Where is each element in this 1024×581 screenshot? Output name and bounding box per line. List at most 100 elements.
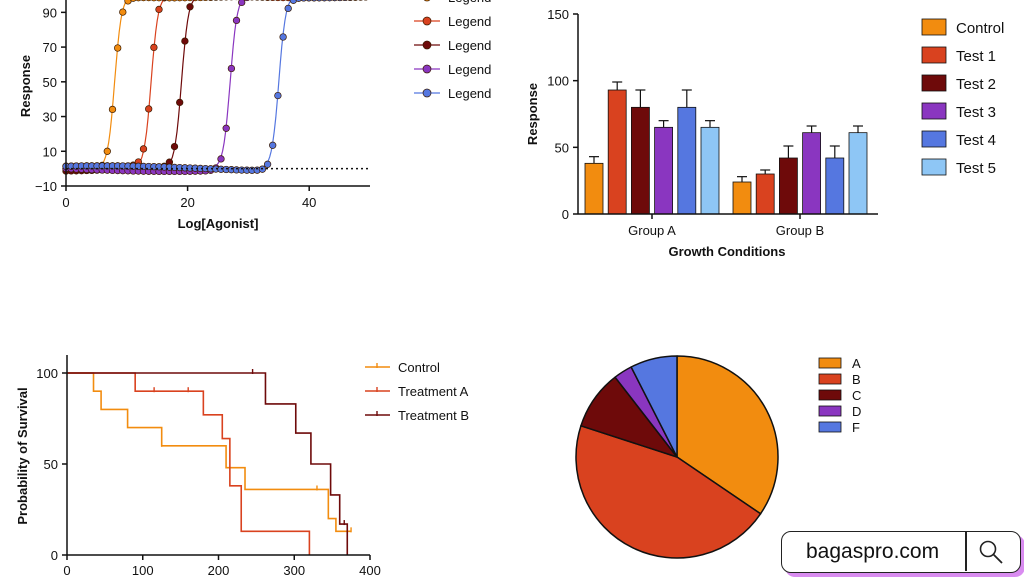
c1-point-1 — [151, 44, 158, 51]
c1-legend-marker — [423, 89, 431, 97]
c1-point-0 — [135, 0, 142, 1]
c1-point-0 — [145, 0, 152, 1]
c1-point-3 — [228, 65, 235, 72]
c2-legend-swatch — [922, 159, 946, 175]
c1-y-tick-label: 10 — [43, 144, 57, 159]
c2-legend-label: Test 5 — [956, 160, 996, 177]
c3-x-tick-label: 200 — [208, 563, 230, 576]
c1-legend-label: Legend — [448, 0, 491, 5]
c1-point-0 — [151, 0, 158, 1]
c2-bar — [608, 90, 626, 214]
c1-x-label: Log[Agonist] — [178, 216, 259, 231]
c3-legend: Control Treatment A Treatment B — [365, 360, 469, 423]
c1-point-4 — [347, 0, 354, 1]
c4-legend-label: F — [852, 420, 860, 435]
c1-x-tick-label: 20 — [180, 195, 194, 210]
search-watermark-box[interactable]: bagaspro.com — [781, 531, 1021, 573]
c3-legend-label: Treatment B — [398, 408, 469, 423]
c2-legend-label: Test 2 — [956, 76, 996, 93]
c2-legend-swatch — [922, 19, 946, 35]
c2-y-tick-label: 100 — [547, 74, 569, 89]
c2-legend: Control Test 1 Test 2 Test 3 Test 4 Test 5 — [922, 19, 1004, 177]
c2-bar — [585, 163, 603, 214]
c1-legend-marker — [423, 41, 431, 49]
c3-x-tick-label: 0 — [63, 563, 70, 576]
dose-response-series — [63, 0, 370, 175]
c1-point-4 — [269, 142, 276, 149]
c1-legend-label: Legend — [448, 38, 491, 53]
c2-x-label: Growth Conditions — [669, 244, 786, 259]
c3-x-tick-label: 100 — [132, 563, 154, 576]
c1-point-4 — [300, 0, 307, 1]
c3-x-tick-label: 400 — [359, 563, 381, 576]
c2-legend-label: Control — [956, 20, 1004, 37]
c1-point-4 — [316, 0, 323, 1]
c2-bar — [803, 133, 821, 214]
c1-point-4 — [326, 0, 333, 1]
c1-point-0 — [140, 0, 147, 1]
c1-point-4 — [331, 0, 338, 1]
c3-survival-line-0 — [67, 373, 351, 531]
c1-legend-label: Legend — [448, 86, 491, 101]
c1-y-tick-label: 30 — [43, 110, 57, 125]
c1-legend-marker — [423, 0, 431, 1]
c1-point-1 — [280, 0, 287, 1]
c1-point-0 — [114, 45, 121, 52]
c4-legend-label: B — [852, 372, 861, 387]
c1-point-4 — [280, 34, 287, 41]
c1-x-tick-label: 40 — [302, 195, 316, 210]
c2-legend-label: Test 3 — [956, 104, 996, 121]
c1-point-4 — [290, 0, 297, 4]
c1-point-4 — [321, 0, 328, 1]
c1-point-0 — [125, 0, 132, 4]
c2-bar — [779, 158, 797, 214]
c1-point-0 — [207, 0, 214, 1]
c1-point-2 — [176, 99, 183, 106]
c3-legend-label: Treatment A — [398, 384, 469, 399]
c4-legend-swatch — [819, 358, 841, 368]
c1-y-tick-label: −10 — [35, 179, 57, 194]
c2-legend-swatch — [922, 47, 946, 63]
c3-survival-line-2 — [67, 373, 347, 555]
c2-legend-label: Test 4 — [956, 132, 996, 149]
c4-legend-label: A — [852, 356, 861, 371]
c4-legend-swatch — [819, 422, 841, 432]
c1-y-tick-label: 50 — [43, 75, 57, 90]
c1-legend-label: Legend — [448, 14, 491, 29]
c1-point-4 — [311, 0, 318, 1]
c1-y-tick-label: 70 — [43, 40, 57, 55]
c1-legend-label: Legend — [448, 62, 491, 77]
c1-point-0 — [182, 0, 189, 1]
c2-bar — [756, 174, 774, 214]
c2-bar — [849, 133, 867, 214]
c1-series-line-1 — [66, 0, 370, 169]
c2-bar — [631, 107, 649, 214]
c4-legend-label: C — [852, 388, 861, 403]
c3-y-tick-label: 50 — [44, 457, 58, 472]
c1-point-0 — [104, 148, 111, 155]
c1-point-0 — [120, 9, 127, 16]
c1-point-2 — [171, 143, 178, 150]
c2-category-label: Group B — [776, 223, 824, 238]
c1-series-line-2 — [66, 0, 370, 169]
c2-legend-label: Test 1 — [956, 48, 996, 65]
c1-point-2 — [187, 4, 194, 11]
c4-legend-label: D — [852, 404, 861, 419]
c3-legend-label: Control — [398, 360, 440, 375]
c2-bar — [701, 127, 719, 214]
c1-point-4 — [275, 92, 282, 99]
c3-survival-line-1 — [67, 373, 309, 555]
c1-point-0 — [176, 0, 183, 1]
c3-x-tick-label: 300 — [283, 563, 305, 576]
c1-series-line-3 — [66, 0, 370, 169]
magnifier-icon[interactable] — [978, 539, 1004, 570]
c2-y-tick-label: 150 — [547, 7, 569, 22]
c2-legend-swatch — [922, 75, 946, 91]
c1-point-4 — [306, 0, 313, 1]
